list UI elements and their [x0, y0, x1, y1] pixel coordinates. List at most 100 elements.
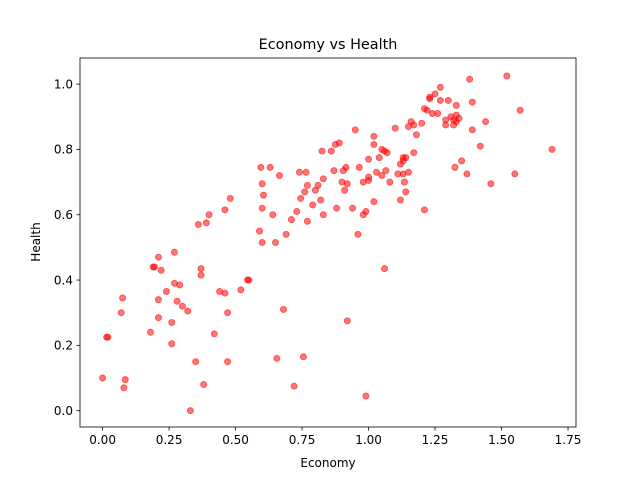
- data-point: [436, 96, 444, 104]
- data-point: [318, 147, 326, 155]
- data-point: [317, 196, 325, 204]
- data-point: [476, 142, 484, 150]
- data-point: [354, 230, 362, 238]
- data-point: [351, 126, 359, 134]
- data-point: [282, 230, 290, 238]
- data-point: [434, 110, 442, 118]
- data-point: [335, 139, 343, 147]
- data-point: [184, 307, 192, 315]
- x-tick-label: 0.50: [222, 433, 249, 447]
- data-point: [258, 238, 266, 246]
- data-point: [103, 333, 111, 341]
- data-point: [370, 132, 378, 140]
- data-point: [303, 217, 311, 225]
- data-point: [168, 340, 176, 348]
- y-axis: 0.0 0.2 0.4 0.6 0.8 1.0: [54, 77, 80, 418]
- data-point: [202, 219, 210, 227]
- data-point: [402, 188, 410, 196]
- data-point: [258, 204, 266, 212]
- x-tick-label: 0.00: [89, 433, 116, 447]
- data-point: [297, 194, 305, 202]
- data-point: [275, 172, 283, 180]
- data-point: [186, 407, 194, 415]
- data-point: [154, 314, 162, 322]
- data-point: [168, 318, 176, 326]
- data-point: [237, 286, 245, 294]
- data-point: [327, 147, 335, 155]
- data-point: [99, 374, 107, 382]
- data-point: [412, 131, 420, 139]
- data-point: [370, 141, 378, 149]
- data-point: [365, 155, 373, 163]
- data-point: [314, 181, 322, 189]
- data-point: [176, 281, 184, 289]
- data-point: [466, 75, 474, 83]
- x-tick-label: 1.75: [555, 433, 582, 447]
- data-point: [426, 95, 434, 103]
- data-point: [150, 263, 158, 271]
- plot-frame: [79, 57, 577, 428]
- data-point: [516, 106, 524, 114]
- data-point: [400, 178, 408, 186]
- data-point: [258, 180, 266, 188]
- data-point: [373, 168, 381, 176]
- data-point: [301, 188, 309, 196]
- data-point: [273, 354, 281, 362]
- data-point: [226, 194, 234, 202]
- data-point: [383, 149, 391, 157]
- data-point: [451, 163, 459, 171]
- data-point: [154, 296, 162, 304]
- points-layer: [99, 72, 556, 415]
- data-point: [355, 163, 363, 171]
- data-point: [173, 297, 181, 305]
- data-point: [455, 114, 463, 122]
- data-point: [343, 317, 351, 325]
- data-point: [245, 276, 253, 284]
- data-point: [271, 238, 279, 246]
- data-point: [221, 289, 229, 297]
- data-point: [503, 72, 511, 80]
- data-point: [362, 392, 370, 400]
- data-point: [386, 178, 394, 186]
- data-point: [295, 168, 303, 176]
- y-tick-label: 0.6: [54, 208, 73, 222]
- y-tick-label: 0.2: [54, 339, 73, 353]
- y-tick-label: 0.4: [54, 273, 73, 287]
- data-point: [197, 265, 205, 273]
- data-point: [330, 167, 338, 175]
- data-point: [349, 204, 357, 212]
- data-point: [197, 271, 205, 279]
- data-point: [404, 168, 412, 176]
- data-point: [548, 145, 556, 153]
- data-point: [410, 121, 418, 129]
- data-point: [192, 358, 200, 366]
- data-point: [487, 180, 495, 188]
- data-point: [431, 90, 439, 98]
- data-point: [260, 191, 268, 199]
- data-point: [257, 163, 265, 171]
- data-point: [287, 216, 295, 224]
- data-point: [224, 358, 232, 366]
- data-point: [381, 265, 389, 273]
- data-point: [121, 376, 129, 384]
- data-point: [375, 154, 383, 162]
- data-point: [194, 221, 202, 229]
- y-axis-label: Health: [29, 222, 43, 261]
- data-point: [482, 118, 490, 126]
- data-point: [370, 198, 378, 206]
- data-point: [279, 305, 287, 313]
- data-point: [319, 175, 327, 183]
- data-point: [302, 168, 310, 176]
- data-point: [146, 328, 154, 336]
- data-point: [382, 167, 390, 175]
- data-point: [221, 206, 229, 214]
- data-point: [299, 353, 307, 361]
- chart-title: Economy vs Health: [259, 37, 398, 53]
- data-point: [418, 119, 426, 127]
- x-tick-label: 0.75: [289, 433, 316, 447]
- data-point: [290, 382, 298, 390]
- data-point: [200, 381, 208, 389]
